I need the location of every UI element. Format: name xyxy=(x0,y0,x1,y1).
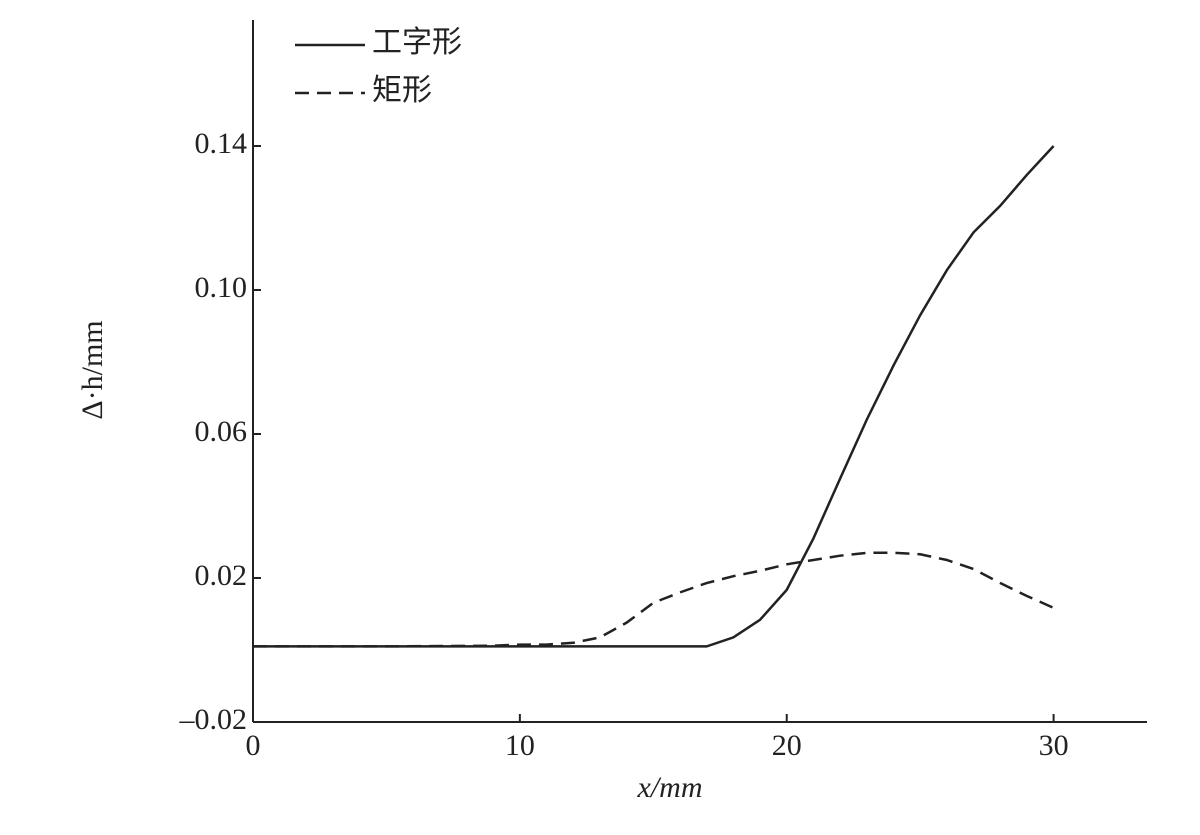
x-tick-label: 10 xyxy=(505,729,535,762)
legend-label: 工字形 xyxy=(372,26,462,59)
y-axis-label: Δ·h/mm xyxy=(76,320,109,419)
x-tick-label: 20 xyxy=(772,729,802,762)
data-line xyxy=(253,145,1055,648)
y-tick-label: 0.06 xyxy=(195,415,248,448)
y-tick-label: –0.02 xyxy=(179,703,248,736)
data-line xyxy=(253,551,1055,648)
x-tick-label: 0 xyxy=(246,729,261,762)
x-axis-label: x/mm xyxy=(637,771,703,804)
y-tick-label: 0.02 xyxy=(195,559,248,592)
y-tick-label: 0.10 xyxy=(195,271,248,304)
x-tick-label: 30 xyxy=(1039,729,1069,762)
legend-label: 矩形 xyxy=(372,74,432,107)
y-tick-label: 0.14 xyxy=(195,127,248,160)
